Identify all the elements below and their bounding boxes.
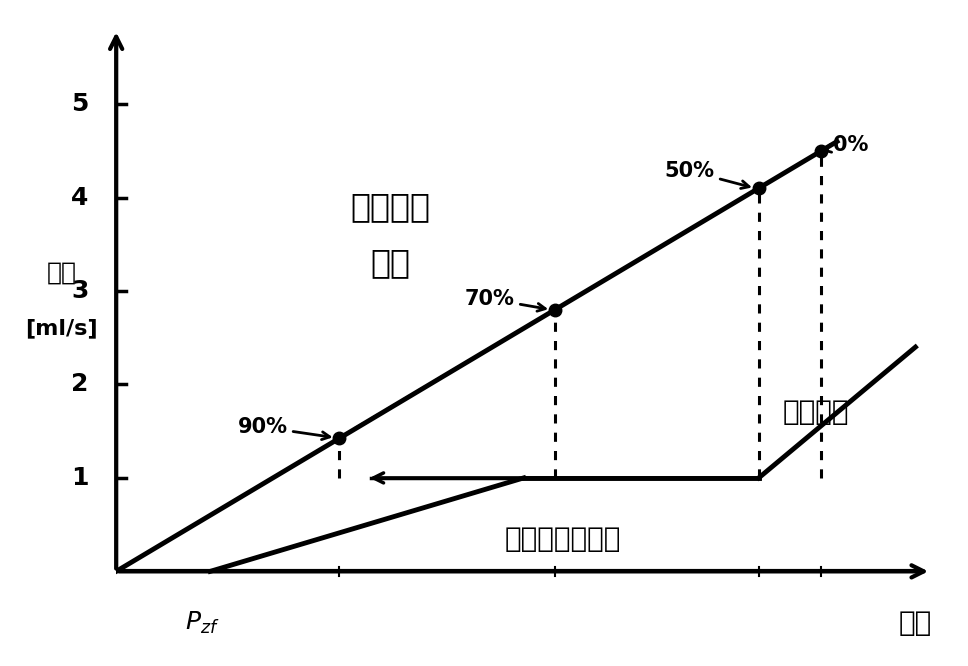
Text: 2: 2 [72, 372, 89, 396]
Text: 舒张: 舒张 [371, 246, 410, 280]
Text: 5: 5 [72, 92, 89, 116]
Text: 自我调节: 自我调节 [782, 398, 849, 426]
Text: 0%: 0% [824, 135, 868, 155]
Text: 50%: 50% [665, 161, 749, 188]
Text: 流速: 流速 [46, 260, 76, 284]
Text: 血压: 血压 [899, 609, 932, 637]
Text: 70%: 70% [465, 289, 545, 311]
Text: 90%: 90% [237, 417, 330, 440]
Text: 3: 3 [72, 279, 89, 303]
Text: 1: 1 [72, 466, 89, 490]
Text: 微脉管阻抗降低: 微脉管阻抗降低 [504, 525, 621, 553]
Text: 最大血管: 最大血管 [350, 190, 431, 223]
Text: 4: 4 [72, 186, 89, 210]
Text: [ml/s]: [ml/s] [25, 318, 98, 338]
Text: $P_{zf}$: $P_{zf}$ [185, 609, 220, 636]
